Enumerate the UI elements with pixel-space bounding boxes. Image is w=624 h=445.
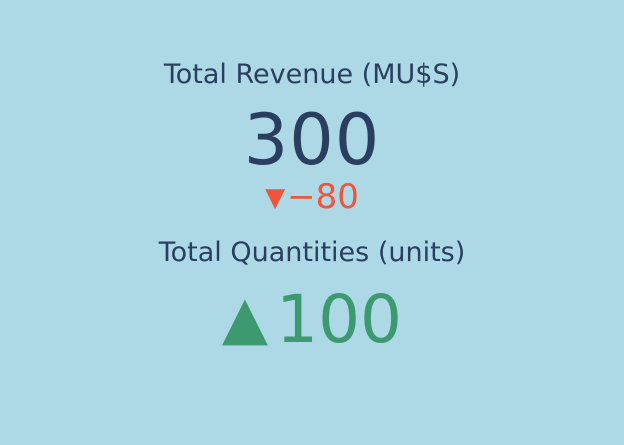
revenue-delta-value: −80 <box>287 177 359 217</box>
quantities-value: ▲ 100 <box>0 280 624 362</box>
triangle-down-icon: ▼ <box>265 183 286 213</box>
quantities-value-number: 100 <box>276 281 403 358</box>
revenue-delta: ▼−80 <box>0 176 624 221</box>
triangle-up-icon: ▲ <box>221 283 269 353</box>
revenue-value: 300 <box>243 99 381 181</box>
revenue-title: Total Revenue (MU$S) <box>163 59 461 90</box>
quantities-title: Total Quantities (units) <box>158 237 466 268</box>
